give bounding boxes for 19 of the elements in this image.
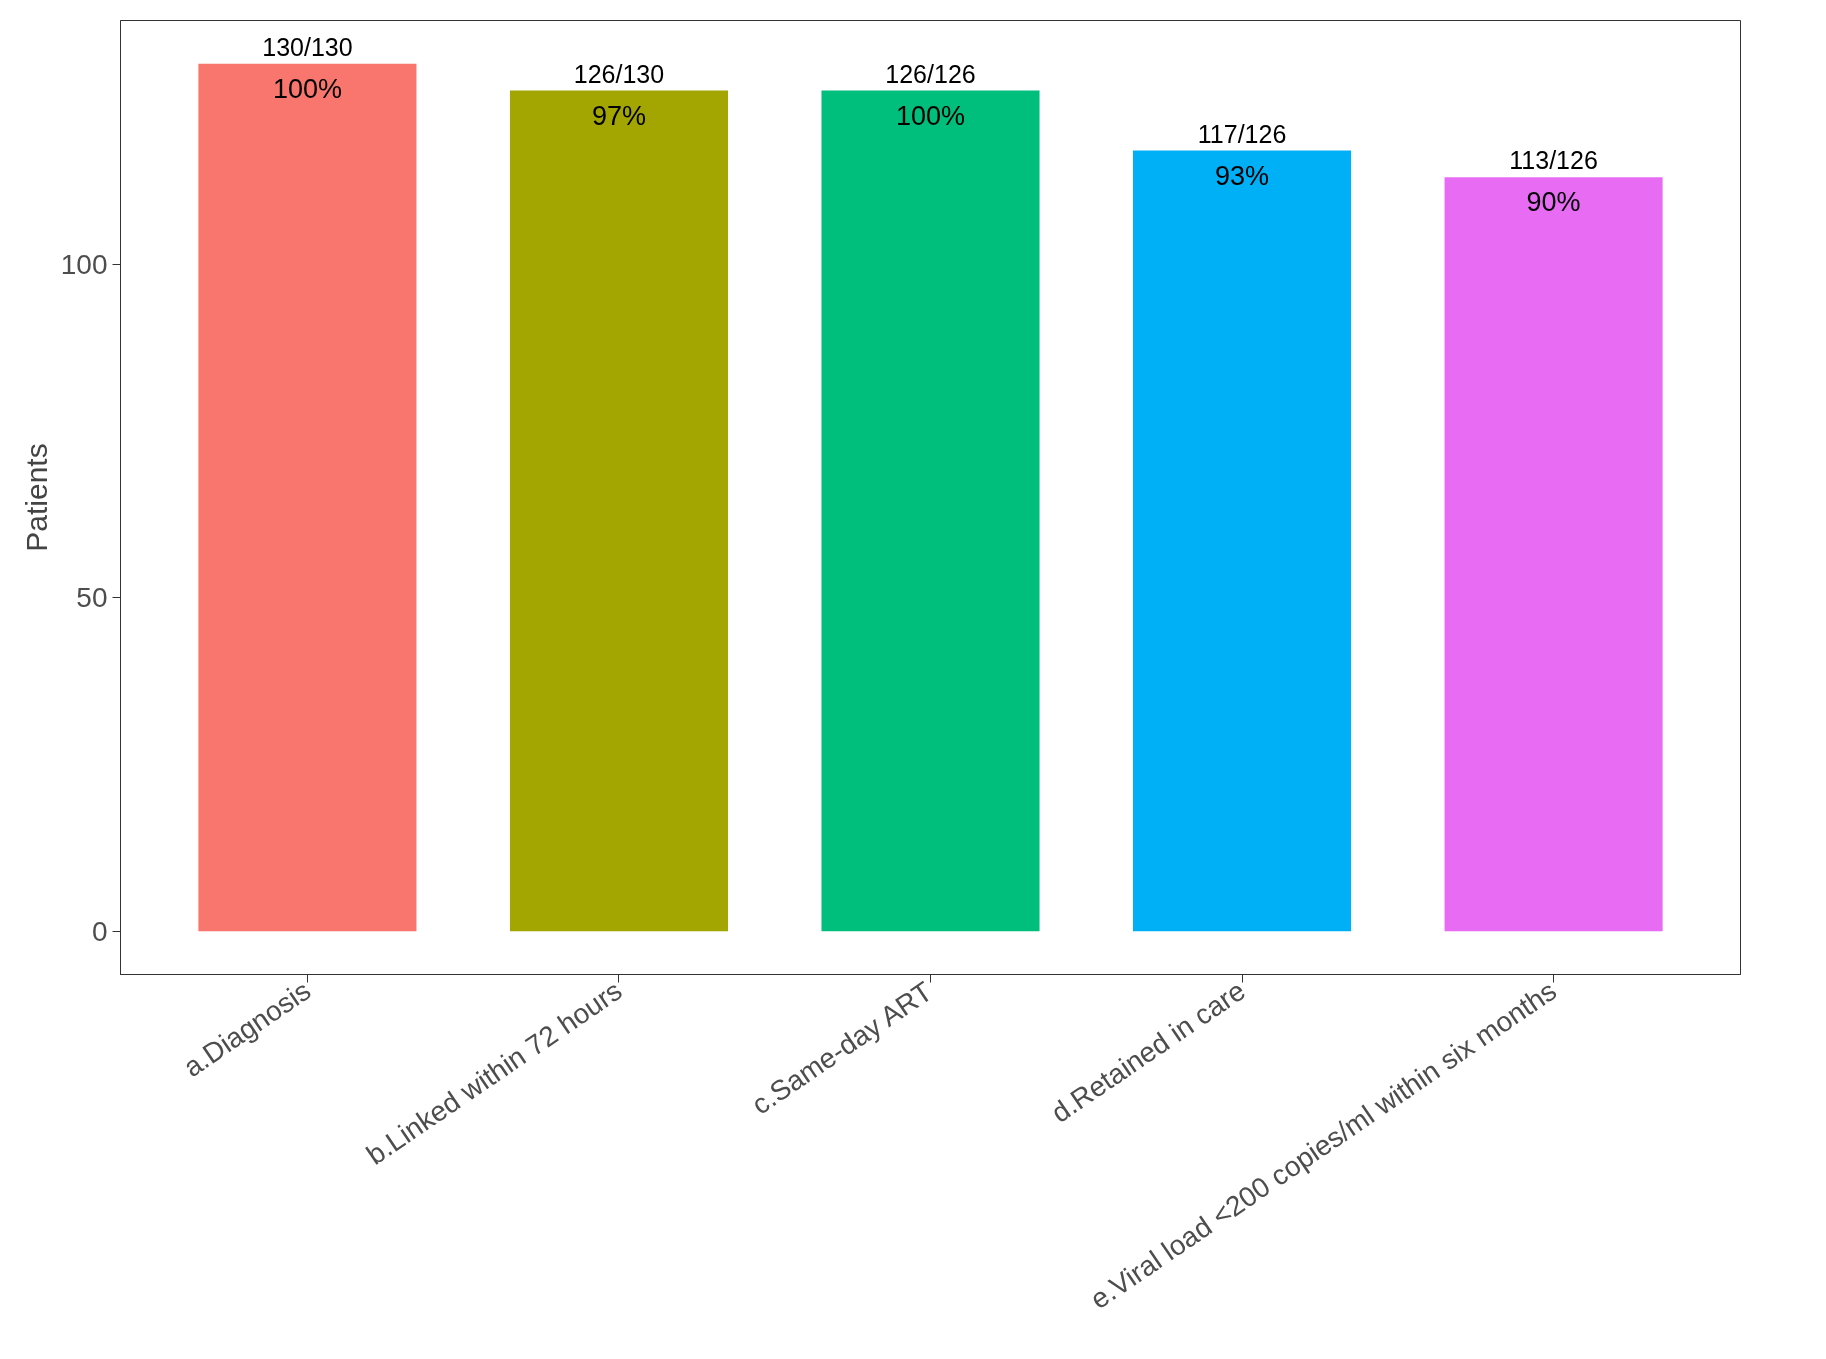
data-label: 117/126: [1197, 119, 1287, 148]
annotation: 93%: [1215, 160, 1270, 191]
y-tick-label: 0: [91, 915, 108, 947]
bar: [509, 90, 728, 932]
bar: [1133, 150, 1352, 932]
data-label: 113/126: [1509, 146, 1598, 175]
annotation: 90%: [1526, 187, 1581, 218]
annotation: 100%: [895, 100, 966, 131]
annotation: 97%: [591, 100, 646, 131]
bar: [821, 90, 1040, 932]
y-tick-label: 50: [76, 582, 108, 614]
annotation: 100%: [272, 73, 342, 104]
data-label: 130/130: [262, 32, 353, 61]
data-label: 126/126: [885, 59, 976, 88]
y-axis-title: Patients: [19, 443, 53, 552]
bar: [1444, 177, 1663, 932]
data-label: 126/130: [573, 59, 665, 88]
bar: [198, 63, 417, 932]
y-tick-label: 100: [60, 248, 108, 280]
